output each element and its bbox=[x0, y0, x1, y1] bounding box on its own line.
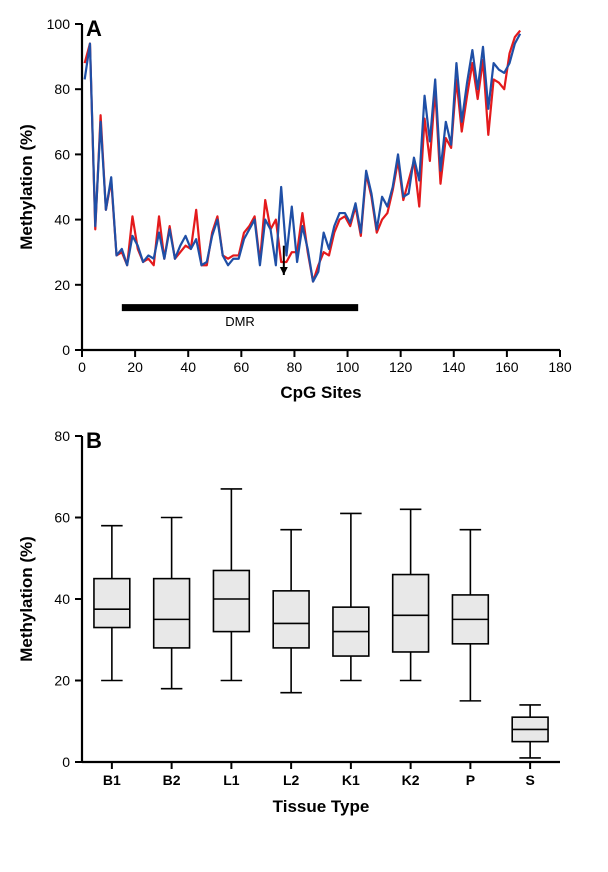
panel-a: 0 20 40 60 80 100 120 140 160 180 0 20 40 60 80 100 CpG … bbox=[10, 10, 598, 410]
svg-text:A: A bbox=[86, 16, 102, 41]
svg-text:160: 160 bbox=[495, 359, 519, 375]
svg-text:60: 60 bbox=[54, 146, 70, 162]
svg-text:CpG Sites: CpG Sites bbox=[280, 383, 361, 402]
svg-text:80: 80 bbox=[54, 81, 70, 97]
svg-text:0: 0 bbox=[78, 359, 86, 375]
svg-text:S: S bbox=[525, 772, 534, 788]
boxplot-b: 0 20 40 60 80 B1 B2 L1 L2 K1 K2 P S Tissue Type Methyl… bbox=[10, 422, 580, 822]
svg-text:Methylation (%): Methylation (%) bbox=[17, 536, 36, 662]
svg-text:K1: K1 bbox=[342, 772, 360, 788]
svg-text:20: 20 bbox=[127, 359, 143, 375]
svg-text:60: 60 bbox=[54, 510, 70, 526]
svg-text:20: 20 bbox=[54, 673, 70, 689]
svg-text:L2: L2 bbox=[283, 772, 300, 788]
svg-text:140: 140 bbox=[442, 359, 466, 375]
svg-text:B2: B2 bbox=[163, 772, 181, 788]
svg-text:100: 100 bbox=[47, 16, 71, 32]
svg-text:80: 80 bbox=[54, 428, 70, 444]
svg-text:180: 180 bbox=[548, 359, 572, 375]
svg-text:DMR: DMR bbox=[225, 314, 255, 329]
svg-text:P: P bbox=[466, 772, 475, 788]
svg-text:100: 100 bbox=[336, 359, 360, 375]
svg-text:B1: B1 bbox=[103, 772, 121, 788]
svg-text:40: 40 bbox=[54, 212, 70, 228]
panel-b: 0 20 40 60 80 B1 B2 L1 L2 K1 K2 P S Tissue Type Methyl… bbox=[10, 422, 598, 822]
svg-text:K2: K2 bbox=[402, 772, 420, 788]
svg-text:Tissue Type: Tissue Type bbox=[273, 797, 370, 816]
svg-text:Methylation (%): Methylation (%) bbox=[17, 124, 36, 250]
svg-text:40: 40 bbox=[54, 591, 70, 607]
svg-text:60: 60 bbox=[234, 359, 250, 375]
svg-text:L1: L1 bbox=[223, 772, 240, 788]
svg-text:20: 20 bbox=[54, 277, 70, 293]
line-chart-a: 0 20 40 60 80 100 120 140 160 180 0 20 40 60 80 100 CpG … bbox=[10, 10, 580, 410]
svg-text:0: 0 bbox=[62, 754, 70, 770]
svg-text:80: 80 bbox=[287, 359, 303, 375]
svg-text:120: 120 bbox=[389, 359, 413, 375]
svg-text:0: 0 bbox=[62, 342, 70, 358]
svg-text:B: B bbox=[86, 428, 102, 453]
svg-text:40: 40 bbox=[180, 359, 196, 375]
